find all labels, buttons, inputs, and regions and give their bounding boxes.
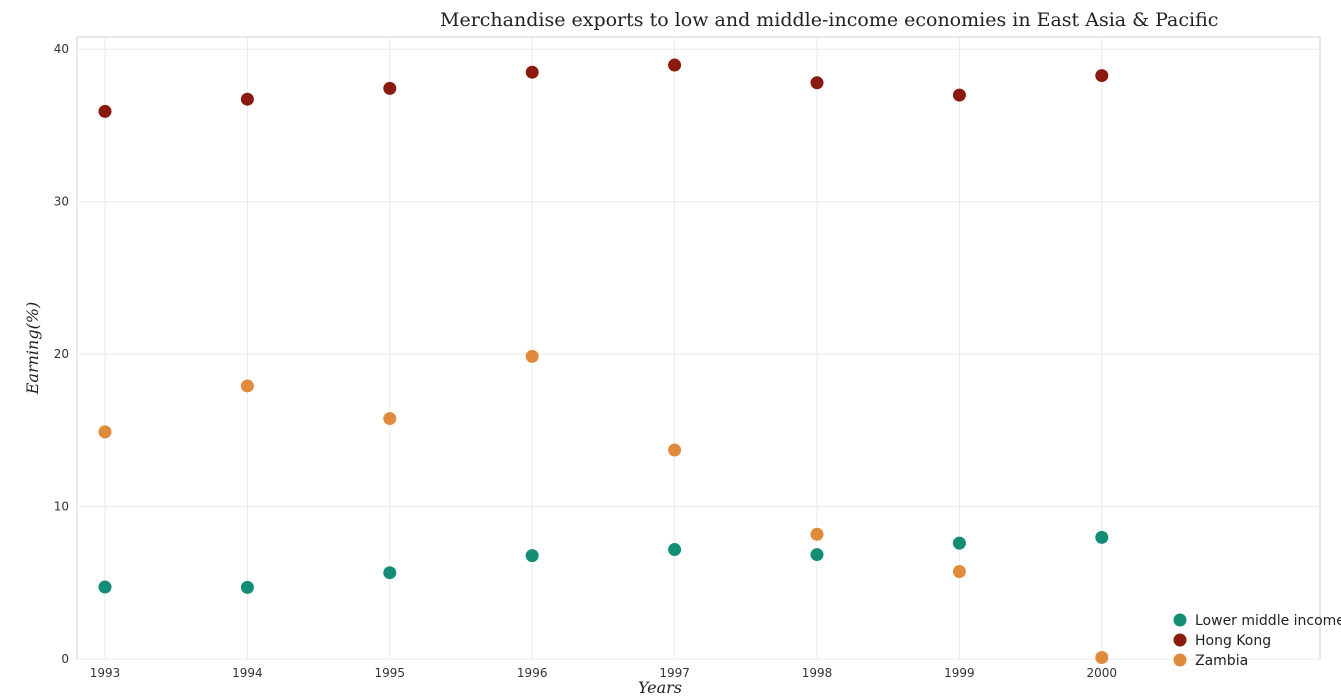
legend: Lower middle income Hong Kong Zambia [1173,613,1341,669]
data-point [240,379,254,393]
data-point [668,443,682,457]
y-tick-label: 10 [54,500,69,514]
data-point [383,81,397,95]
data-point [98,104,112,118]
y-tick-label: 30 [54,195,69,209]
data-point [525,65,539,79]
data-point [240,92,254,106]
data-point [810,76,824,90]
x-tick-label: 1997 [659,666,690,680]
legend-marker [1173,633,1187,647]
data-point [525,549,539,563]
x-axis-label: Years [638,678,682,697]
legend-label: Zambia [1195,653,1248,669]
x-tick-label: 1993 [90,666,121,680]
y-tick-label: 20 [54,347,69,361]
legend-label: Hong Kong [1195,633,1271,649]
x-tick-label: 1999 [944,666,975,680]
x-tick-label: 1996 [517,666,548,680]
y-axis-label: Earning(%) [23,302,42,396]
data-point [98,425,112,439]
data-point [240,580,254,594]
data-point [810,548,824,562]
series-0 [98,530,1109,594]
x-gridlines [104,37,1103,659]
data-point [952,564,966,578]
data-point [383,412,397,426]
legend-marker [1173,653,1187,667]
x-tick-label: 2000 [1087,666,1118,680]
data-point [383,566,397,580]
data-point [952,88,966,102]
data-point [810,527,824,541]
legend-marker [1173,613,1187,627]
plot-area [76,36,1321,660]
chart-title: Merchandise exports to low and middle-in… [440,9,1218,31]
x-tick-label: 1998 [802,666,833,680]
data-points [98,58,1109,664]
data-point [668,58,682,72]
data-point [1095,650,1109,664]
data-point [98,580,112,594]
data-point [1095,69,1109,83]
data-point [952,536,966,550]
series-1 [98,58,1109,118]
data-point [1095,530,1109,544]
y-tick-labels: 0 10 20 30 40 [54,42,69,666]
x-tick-label: 1994 [232,666,263,680]
x-tick-labels: 1993 1994 1995 1996 1997 1998 1999 2000 [90,666,1117,680]
data-point [668,543,682,557]
y-gridlines [77,48,1320,660]
y-tick-label: 0 [61,652,69,666]
x-tick-label: 1995 [375,666,406,680]
legend-label: Lower middle income [1195,613,1341,629]
y-tick-label: 40 [54,42,69,56]
series-2 [98,349,1109,664]
data-point [525,349,539,363]
